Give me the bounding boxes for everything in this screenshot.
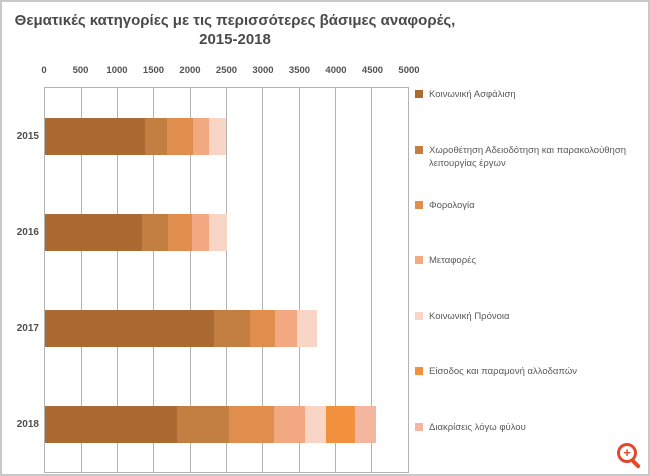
x-axis-tick-label: 3000 (252, 65, 274, 76)
year-label: 2016 (16, 226, 39, 238)
x-axis-tick-label: 5000 (398, 65, 420, 76)
legend-item: Κοινωνική Ασφάλιση (415, 88, 516, 101)
legend-swatch (415, 312, 423, 320)
legend-item-label: Κοινωνική Ασφάλιση (429, 89, 516, 100)
x-axis-tick-label: 4000 (325, 65, 347, 76)
bar-segment (274, 405, 305, 443)
x-axis-tick-label: 0 (41, 65, 47, 76)
legend-item: Είσοδος και παραμονή αλλοδαπών (415, 365, 577, 378)
bar-segment (249, 309, 275, 347)
bar-segment (177, 405, 229, 443)
gridline (262, 88, 264, 472)
x-axis-tick-label: 4500 (361, 65, 384, 76)
x-axis-tick-label: 2500 (215, 65, 238, 76)
stacked-bar (45, 117, 408, 155)
bar-segment (45, 213, 143, 251)
x-axis: 0 500 1000 1500 2000 2500 3000 3500 4000 4500 5000 (41, 65, 419, 78)
x-axis-tick-label: 2000 (179, 65, 201, 76)
bar-segment (304, 405, 326, 443)
legend-item: Φορολογία (415, 199, 475, 212)
year-label: 2017 (16, 322, 39, 334)
bar-segment (274, 309, 298, 347)
legend-swatch (415, 201, 423, 209)
legend-item: Χωροθέτηση Αδειοδότηση και παρακολούθηση… (415, 144, 639, 170)
legend-item: Κοινωνική Πρόνοια (415, 310, 510, 323)
bar-segment (228, 405, 275, 443)
legend-item-label: Διακρίσεις λόγω φύλου (429, 422, 526, 433)
legend-swatch (415, 367, 423, 375)
bar-segment (45, 309, 215, 347)
bar-segment (209, 213, 228, 251)
bar-segment (168, 213, 193, 251)
stacked-bar (45, 213, 408, 251)
bar-segment (142, 213, 169, 251)
gridline (189, 88, 191, 472)
bar-segment (325, 405, 355, 443)
bar-segment (45, 405, 178, 443)
legend-swatch (415, 90, 423, 98)
gridline (334, 88, 336, 472)
legend-swatch (415, 146, 423, 154)
stacked-bar (45, 405, 408, 443)
legend-item-label: Φορολογία (429, 200, 475, 211)
year-label: 2018 (16, 418, 39, 430)
legend: Κοινωνική Ασφάλιση Χωροθέτηση Αδειοδότηση… (415, 82, 648, 474)
stacked-bar (45, 309, 408, 347)
gridline (298, 88, 300, 472)
bar-row: 2016 (17, 184, 408, 280)
plot-area: 2015 2016 2017 2018 (17, 87, 409, 473)
legend-item-label: Είσοδος και παραμονή αλλοδαπών (429, 366, 577, 377)
bar-segment (209, 117, 226, 155)
bar-segment (192, 213, 210, 251)
gridline (226, 88, 227, 472)
bar-segment (192, 117, 210, 155)
bar-segment (297, 309, 318, 347)
x-axis-tick-label: 1500 (142, 65, 165, 76)
legend-swatch (415, 423, 423, 431)
gridline (117, 88, 119, 472)
legend-item-label: Μεταφορές (429, 255, 476, 266)
chart-title-line1: Θεματικές κατηγορίες με τις περισσότερες… (14, 12, 456, 29)
legend-swatch (415, 256, 423, 264)
year-label: 2015 (16, 130, 39, 142)
chart-title-line2: 2015-2018 (199, 31, 271, 48)
bar-segment (145, 117, 167, 155)
x-axis-tick-label: 500 (72, 65, 89, 76)
magnifier-plus-icon: + (617, 443, 637, 463)
magnifier-handle (631, 459, 641, 469)
bar-row: 2015 (17, 88, 408, 184)
bar-segment (45, 117, 146, 155)
chart-title: Θεματικές κατηγορίες με τις περισσότερες… (4, 11, 466, 49)
x-axis-tick-label: 3500 (288, 65, 311, 76)
gridline (80, 88, 82, 472)
zoom-button[interactable]: + (615, 441, 645, 471)
bar-row: 2018 (17, 376, 408, 472)
x-axis-tick-label: 1000 (106, 65, 128, 76)
bar-segment (354, 405, 376, 443)
bar-row: 2017 (17, 280, 408, 376)
legend-item-label: Χωροθέτηση Αδειοδότηση και παρακολούθηση… (429, 145, 626, 169)
legend-item: Διακρίσεις λόγω φύλου (415, 421, 526, 434)
legend-item-label: Κοινωνική Πρόνοια (429, 311, 510, 322)
legend-item: Μεταφορές (415, 254, 476, 267)
gridline (153, 88, 155, 472)
bar-segment (166, 117, 193, 155)
gridline (371, 88, 373, 472)
bar-segment (214, 309, 250, 347)
